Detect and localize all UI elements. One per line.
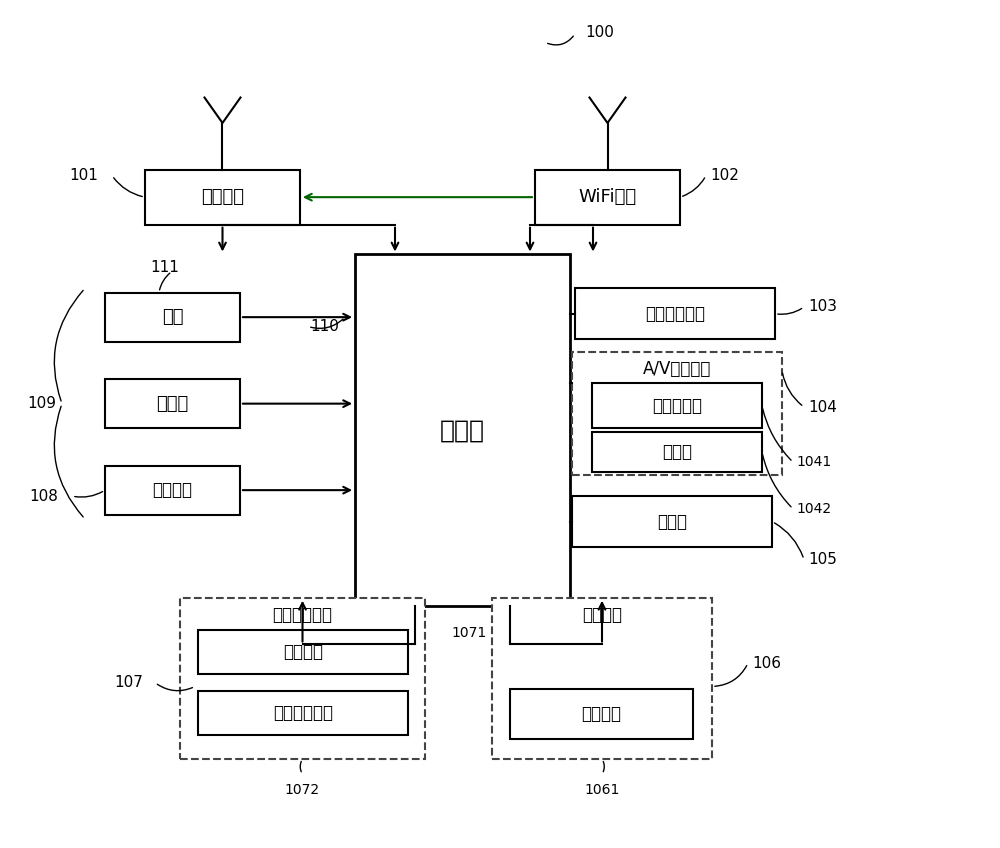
Text: 音频输出单元: 音频输出单元: [645, 304, 705, 323]
Bar: [180, 598, 425, 759]
Text: 图形处理器: 图形处理器: [652, 397, 702, 415]
Text: 109: 109: [28, 396, 56, 411]
Text: 射频单元: 射频单元: [201, 188, 244, 206]
Bar: [492, 598, 712, 759]
Bar: [575, 288, 775, 339]
Text: 传感器: 传感器: [657, 512, 687, 531]
Text: 触控面板: 触控面板: [283, 643, 323, 661]
Text: 102: 102: [710, 168, 739, 183]
Bar: [355, 254, 570, 606]
Text: 麦克风: 麦克风: [662, 443, 692, 461]
Text: 电源: 电源: [162, 308, 183, 326]
Text: 用户输入单元: 用户输入单元: [272, 606, 332, 624]
Bar: [198, 630, 408, 674]
Text: 处理器: 处理器: [440, 418, 485, 443]
Text: 1041: 1041: [796, 455, 831, 469]
Text: A/V输入单元: A/V输入单元: [643, 360, 711, 378]
Bar: [145, 170, 300, 225]
Bar: [572, 496, 772, 547]
Text: 存储器: 存储器: [156, 394, 189, 413]
Text: 1072: 1072: [285, 783, 320, 797]
Bar: [592, 383, 762, 428]
Text: 111: 111: [151, 259, 179, 275]
Text: 接口单元: 接口单元: [152, 481, 192, 499]
Bar: [510, 689, 693, 739]
Text: 107: 107: [114, 675, 143, 690]
Bar: [572, 352, 782, 475]
Text: WiFi模块: WiFi模块: [578, 188, 637, 206]
Bar: [105, 466, 240, 515]
Text: 108: 108: [29, 488, 58, 504]
Bar: [105, 379, 240, 428]
Text: 100: 100: [585, 25, 614, 40]
Bar: [592, 432, 762, 472]
Text: 显示单元: 显示单元: [582, 606, 622, 624]
Text: 101: 101: [69, 168, 98, 183]
Text: 其他输入设备: 其他输入设备: [273, 704, 333, 722]
Text: 105: 105: [808, 552, 837, 567]
Text: 103: 103: [808, 299, 837, 315]
Text: 1042: 1042: [796, 502, 831, 516]
Text: 110: 110: [310, 319, 339, 334]
Bar: [105, 293, 240, 342]
Bar: [535, 170, 680, 225]
Bar: [198, 691, 408, 735]
Text: 1071: 1071: [452, 626, 487, 640]
Text: 显示面板: 显示面板: [582, 705, 622, 723]
Text: 106: 106: [752, 656, 781, 671]
Text: 104: 104: [808, 399, 837, 415]
Text: 1061: 1061: [584, 783, 620, 797]
